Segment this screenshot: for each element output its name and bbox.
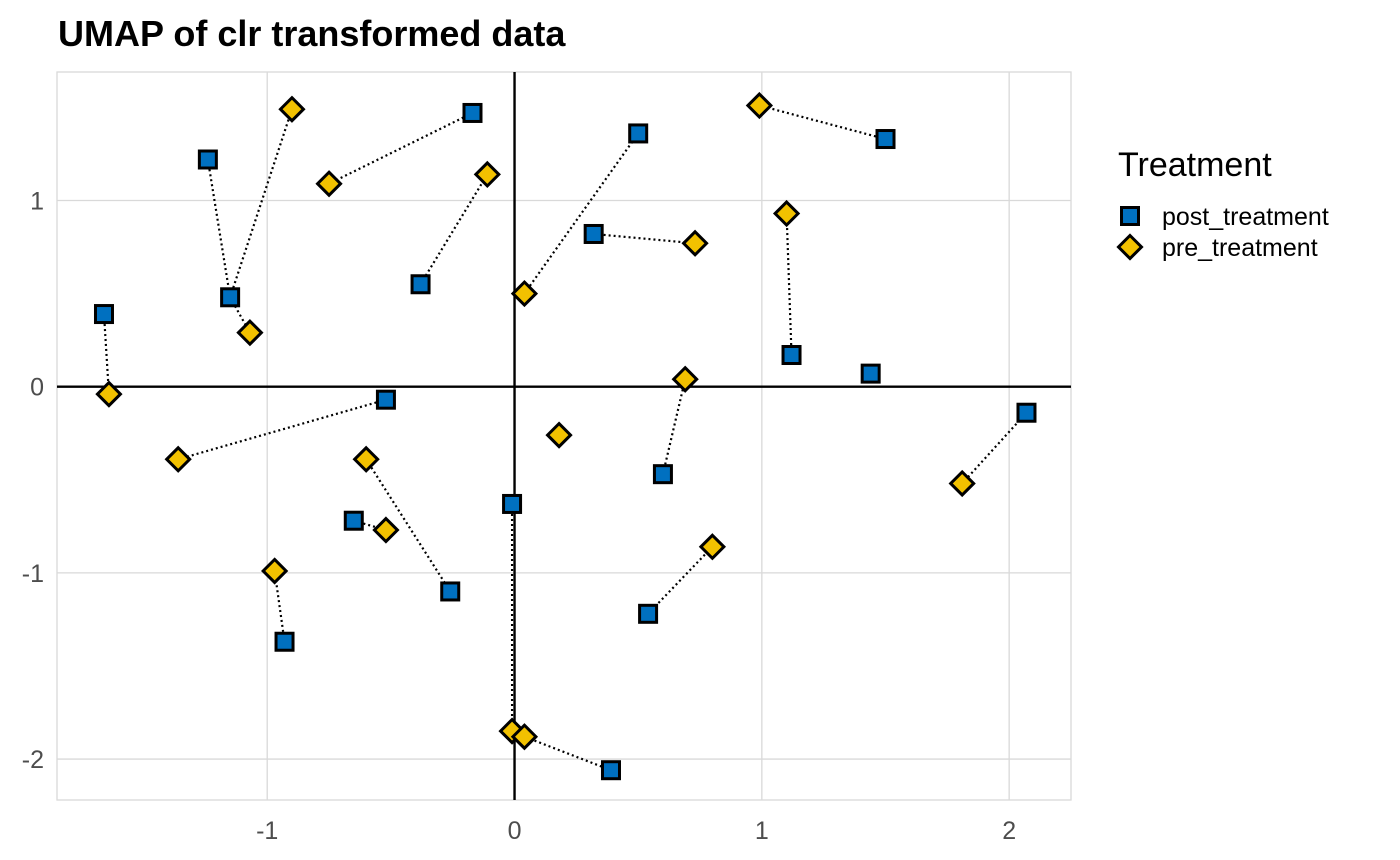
post-treatment-point [197, 149, 218, 170]
pre-treatment-point [772, 199, 801, 228]
legend-label: post_treatment [1162, 203, 1329, 231]
post-treatment-point [652, 464, 673, 485]
x-tick-label: 2 [1002, 817, 1016, 845]
pair-connector [647, 546, 714, 615]
legend-label: pre_treatment [1162, 234, 1318, 262]
pre-treatment-point [698, 533, 727, 561]
post-treatment-point [1016, 402, 1037, 423]
data-points [93, 91, 1037, 781]
grid [56, 71, 1072, 801]
pair-connector [177, 398, 387, 461]
pre-treatment-point [164, 445, 192, 473]
legend-title: Treatment [1118, 146, 1272, 184]
pair-connector [593, 232, 696, 245]
x-tick-label: 0 [508, 817, 522, 845]
post-treatment-point [440, 581, 461, 602]
post-treatment-point [93, 304, 114, 325]
y-tick-label: 1 [30, 187, 44, 215]
pre-treatment-point [745, 91, 774, 120]
pair-connector [328, 111, 473, 185]
y-tick-label: -1 [22, 560, 44, 588]
pre-treatment-point [473, 160, 501, 189]
post-treatment-point [628, 123, 649, 144]
legend-diamond-marker [1116, 233, 1144, 261]
post-treatment-point [638, 603, 659, 624]
pair-connector [759, 104, 886, 141]
panel-border [56, 71, 1072, 801]
pair-connector [785, 213, 793, 356]
pair-connector [206, 159, 232, 298]
pre-treatment-point [545, 421, 573, 449]
x-axis-ticks: -1 0 1 2 [256, 817, 1016, 845]
pre-treatment-point [372, 516, 400, 544]
pre-treatment-point [236, 319, 264, 347]
y-axis-ticks: -2 -1 0 1 [22, 187, 44, 774]
x-tick-label: 1 [755, 817, 769, 845]
pair-connector [523, 132, 640, 295]
pair-connector [273, 570, 286, 642]
y-tick-label: 0 [30, 374, 44, 402]
post-treatment-point [410, 274, 431, 295]
post-treatment-point [875, 129, 896, 150]
post-treatment-point [220, 287, 241, 308]
zero-lines [57, 72, 1071, 800]
legend-entry: pre_treatment [1116, 233, 1318, 262]
pre-treatment-point [278, 95, 306, 123]
post-treatment-point [274, 631, 295, 652]
pair-connector [229, 108, 293, 298]
y-tick-label: -2 [22, 746, 44, 774]
pre-treatment-point [95, 380, 123, 408]
post-treatment-point [583, 223, 604, 244]
post-treatment-point [600, 760, 621, 781]
pre-treatment-point [671, 365, 699, 393]
legend-entry: post_treatment [1120, 203, 1329, 231]
pre-treatment-point [510, 723, 539, 751]
x-tick-label: -1 [256, 817, 278, 845]
post-treatment-point [781, 345, 802, 366]
post-treatment-point [502, 493, 523, 514]
legend: Treatment post_treatment pre_treatment [1116, 146, 1329, 262]
pre-treatment-point [681, 229, 709, 257]
post-treatment-point [462, 102, 483, 123]
pre-treatment-point [948, 469, 976, 498]
chart-title: UMAP of clr transformed data [58, 13, 566, 54]
pre-treatment-point [352, 445, 380, 473]
post-treatment-point [860, 363, 881, 384]
pair-connector [961, 411, 1028, 485]
pre-treatment-point [261, 557, 289, 585]
pair-connector [661, 378, 687, 475]
pre-treatment-point [315, 170, 343, 198]
pre-treatment-point [510, 279, 539, 308]
post-treatment-point [343, 510, 364, 531]
pair-connector [365, 458, 452, 593]
legend-square-marker [1120, 206, 1140, 226]
pair-connector [419, 173, 489, 285]
pair-connector [524, 735, 612, 772]
post-treatment-point [375, 389, 396, 410]
pair-connector [102, 313, 111, 395]
